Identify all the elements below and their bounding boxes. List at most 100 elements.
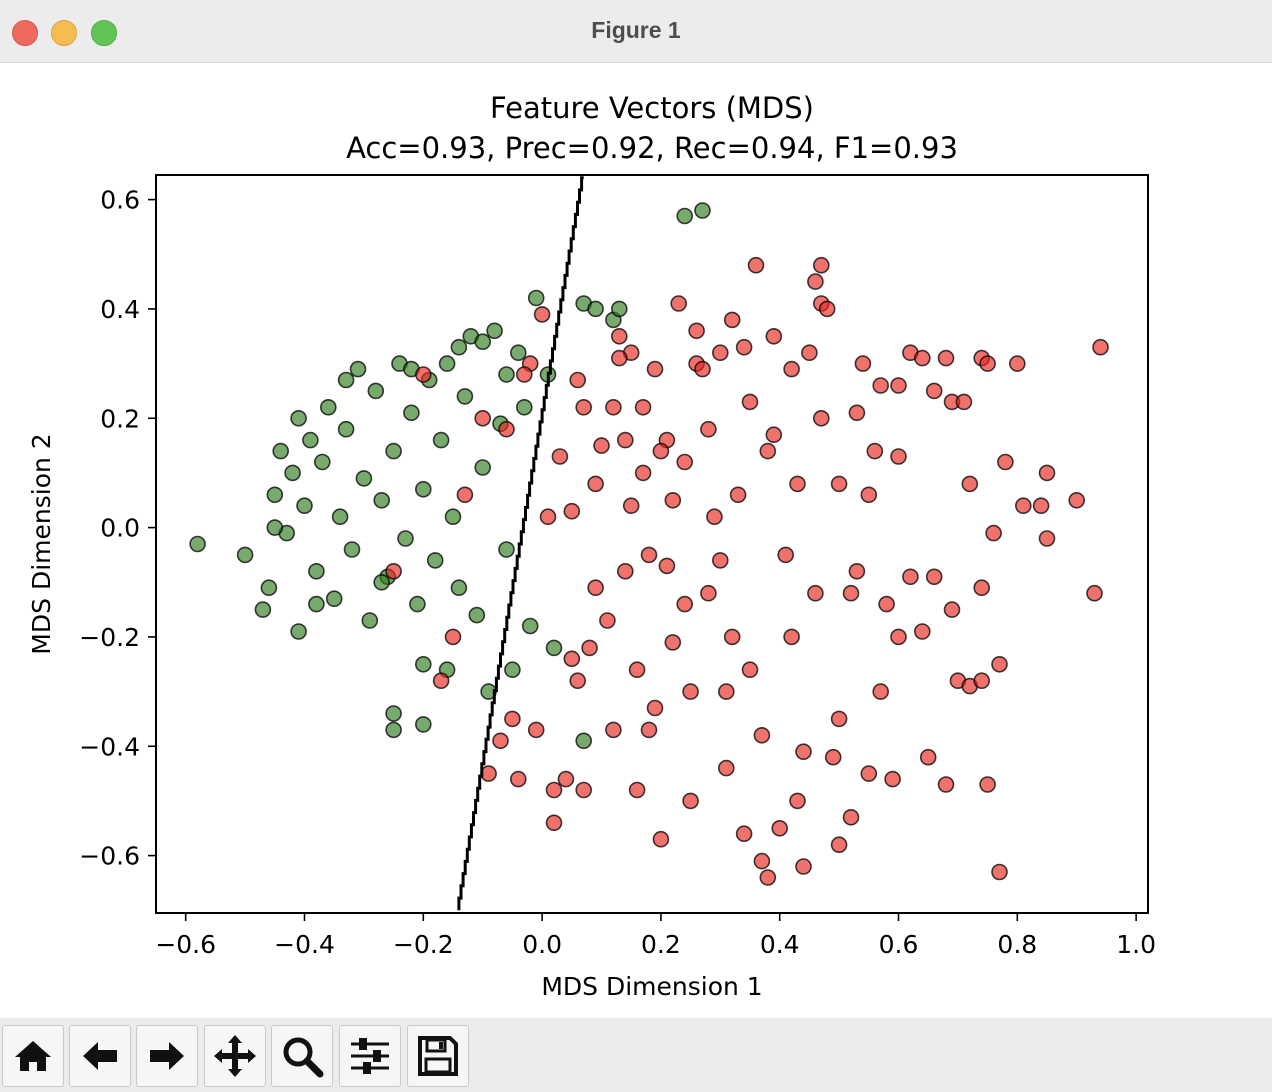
data-point bbox=[260, 579, 278, 597]
x-tick-label: −0.2 bbox=[393, 930, 454, 959]
zoom-button[interactable] bbox=[271, 1025, 333, 1087]
data-point bbox=[616, 562, 634, 580]
floppy-disk-icon bbox=[418, 1036, 458, 1076]
data-point bbox=[919, 748, 937, 766]
data-point bbox=[610, 349, 628, 367]
data-point bbox=[824, 748, 842, 766]
data-point bbox=[682, 683, 699, 700]
data-point bbox=[1038, 530, 1056, 547]
data-point bbox=[812, 256, 830, 274]
data-point bbox=[807, 273, 824, 290]
data-point bbox=[414, 480, 432, 498]
navigation-toolbar bbox=[0, 1018, 1272, 1092]
data-point bbox=[925, 568, 943, 586]
back-button[interactable] bbox=[69, 1025, 131, 1087]
data-point bbox=[397, 530, 414, 547]
data-point bbox=[646, 699, 664, 717]
data-point bbox=[474, 409, 492, 427]
data-point bbox=[515, 366, 533, 383]
data-point bbox=[711, 552, 729, 569]
data-point bbox=[676, 453, 694, 471]
configure-subplots-button[interactable] bbox=[339, 1025, 401, 1087]
data-point bbox=[1008, 355, 1026, 372]
data-point bbox=[694, 360, 711, 378]
data-point bbox=[717, 759, 735, 777]
maximize-window-button[interactable] bbox=[91, 20, 117, 46]
data-point bbox=[545, 814, 563, 832]
x-axis-ticks: −0.6 −0.4 −0.2 0.0 0.2 0.4 0.6 0.8 1.0 bbox=[155, 913, 1156, 959]
data-point bbox=[498, 420, 515, 438]
data-point bbox=[290, 409, 307, 427]
x-tick-label: 0.2 bbox=[641, 930, 681, 959]
data-point bbox=[747, 256, 765, 274]
data-point bbox=[812, 409, 830, 427]
data-point bbox=[991, 863, 1008, 881]
data-point bbox=[319, 398, 337, 416]
data-point bbox=[605, 721, 622, 739]
data-point bbox=[563, 650, 581, 668]
data-point bbox=[991, 655, 1008, 673]
data-point bbox=[1086, 584, 1103, 602]
data-point bbox=[830, 475, 848, 493]
data-point bbox=[551, 448, 569, 465]
save-button[interactable] bbox=[407, 1025, 469, 1087]
data-point bbox=[860, 765, 878, 782]
close-window-button[interactable] bbox=[12, 20, 38, 46]
data-point bbox=[343, 541, 361, 558]
data-point bbox=[337, 371, 355, 389]
pan-button[interactable] bbox=[204, 1025, 266, 1087]
data-point bbox=[385, 721, 402, 739]
x-tick-label: 1.0 bbox=[1116, 930, 1156, 959]
data-point bbox=[664, 634, 682, 651]
magnifier-icon bbox=[283, 1037, 324, 1078]
data-point bbox=[527, 289, 545, 307]
data-point bbox=[432, 672, 450, 690]
data-point bbox=[890, 377, 907, 394]
data-point bbox=[682, 792, 699, 810]
data-point bbox=[913, 349, 931, 367]
data-point bbox=[1092, 338, 1109, 356]
data-point bbox=[937, 349, 955, 367]
x-tick-label: −0.4 bbox=[274, 930, 335, 959]
data-point bbox=[385, 705, 402, 722]
data-point bbox=[628, 781, 646, 799]
data-point bbox=[331, 508, 349, 526]
data-point bbox=[450, 579, 468, 597]
data-point bbox=[658, 557, 676, 575]
plot-points bbox=[189, 202, 1109, 886]
data-point bbox=[801, 344, 818, 362]
data-point bbox=[498, 541, 515, 558]
data-point bbox=[492, 732, 509, 750]
data-point bbox=[610, 327, 628, 345]
data-point bbox=[444, 628, 462, 646]
y-tick-label: −0.2 bbox=[79, 623, 140, 652]
data-point bbox=[414, 655, 432, 673]
home-button[interactable] bbox=[2, 1025, 64, 1087]
data-point bbox=[741, 393, 759, 411]
minimize-window-button[interactable] bbox=[51, 20, 77, 46]
data-point bbox=[1038, 464, 1056, 482]
home-icon bbox=[15, 1041, 51, 1071]
data-point bbox=[979, 355, 996, 372]
data-point bbox=[593, 437, 610, 454]
data-point bbox=[290, 623, 307, 640]
data-point bbox=[807, 584, 824, 602]
y-tick-label: 0.4 bbox=[100, 295, 140, 324]
y-tick-label: 0.6 bbox=[100, 186, 140, 215]
data-point bbox=[854, 355, 872, 372]
forward-button[interactable] bbox=[136, 1025, 198, 1087]
data-point bbox=[302, 431, 319, 449]
data-point bbox=[688, 322, 705, 340]
data-point bbox=[765, 426, 783, 444]
data-point bbox=[284, 464, 301, 482]
data-point bbox=[890, 448, 907, 465]
data-point bbox=[474, 333, 492, 351]
data-point bbox=[652, 442, 670, 460]
data-point bbox=[700, 584, 717, 602]
data-point bbox=[878, 595, 895, 613]
data-point bbox=[557, 770, 575, 788]
data-point bbox=[456, 486, 474, 504]
data-point bbox=[723, 628, 741, 646]
data-point bbox=[403, 404, 420, 422]
data-point bbox=[444, 508, 462, 526]
